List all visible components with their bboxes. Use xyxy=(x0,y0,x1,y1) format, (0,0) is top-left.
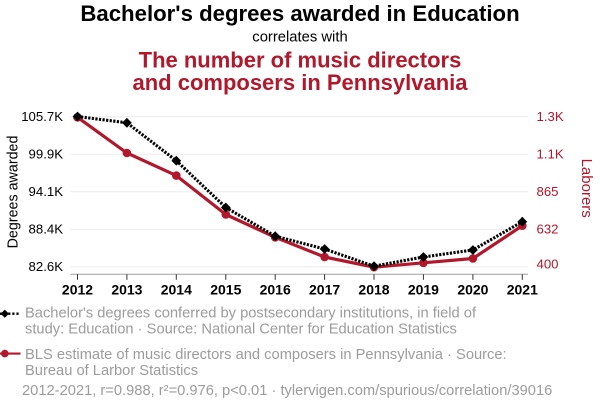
svg-text:2018: 2018 xyxy=(358,282,389,298)
svg-text:Degrees awarded: Degrees awarded xyxy=(5,136,21,249)
svg-text:400: 400 xyxy=(537,257,559,272)
svg-text:88.4K: 88.4K xyxy=(29,222,64,237)
svg-text:865: 865 xyxy=(537,184,559,199)
svg-text:The number of music directors: The number of music directors xyxy=(139,48,462,73)
svg-text:2012: 2012 xyxy=(62,282,93,298)
svg-text:1.1K: 1.1K xyxy=(537,146,564,161)
svg-text:105.7K: 105.7K xyxy=(21,109,63,124)
svg-text:correlates with: correlates with xyxy=(252,30,347,46)
svg-text:2021: 2021 xyxy=(507,282,538,298)
svg-text:2017: 2017 xyxy=(309,282,340,298)
svg-text:2016: 2016 xyxy=(260,282,291,298)
svg-text:2020: 2020 xyxy=(457,282,488,298)
svg-text:2012-2021, r=0.988, r²=0.976,: 2012-2021, r=0.988, r²=0.976, p<0.01 · t… xyxy=(22,383,552,399)
svg-text:BLS estimate of music director: BLS estimate of music directors and comp… xyxy=(25,347,507,363)
svg-text:Bachelor's degrees conferred b: Bachelor's degrees conferred by postseco… xyxy=(25,306,477,322)
svg-text:82.6K: 82.6K xyxy=(29,259,64,274)
svg-text:99.9K: 99.9K xyxy=(29,146,64,161)
svg-text:and composers in Pennsylvania: and composers in Pennsylvania xyxy=(132,70,468,95)
svg-text:94.1K: 94.1K xyxy=(29,184,64,199)
svg-text:Bureau of Larbor Statistics: Bureau of Larbor Statistics xyxy=(25,363,198,379)
svg-text:632: 632 xyxy=(537,222,559,237)
svg-text:2014: 2014 xyxy=(161,282,192,298)
svg-text:1.3K: 1.3K xyxy=(537,109,564,124)
svg-text:Laborers: Laborers xyxy=(578,159,595,218)
svg-text:2013: 2013 xyxy=(111,282,142,298)
svg-text:Bachelor's degrees awarded in: Bachelor's degrees awarded in Education xyxy=(80,1,519,26)
svg-text:2019: 2019 xyxy=(408,282,439,298)
svg-text:study: Education · Source: Nat: study: Education · Source: National Cent… xyxy=(25,322,457,338)
svg-text:2015: 2015 xyxy=(210,282,241,298)
